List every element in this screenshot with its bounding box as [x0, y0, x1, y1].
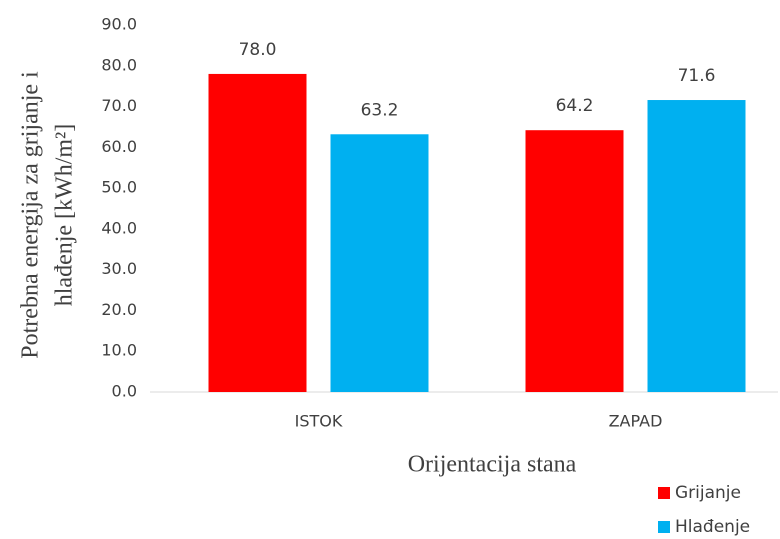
legend-label: Grijanje: [675, 483, 741, 503]
y-label-line: Potrebna energija za grijanje i: [18, 71, 44, 359]
legend-swatch: [658, 521, 670, 533]
y-tick-label: 50.0: [101, 178, 137, 197]
y-tick-label: 20.0: [101, 300, 137, 319]
y-label-line: hlađenje [kWh/m²]: [52, 124, 78, 306]
bar: [647, 100, 746, 392]
y-tick-label: 10.0: [101, 341, 137, 360]
y-tick-label: 90.0: [101, 15, 137, 34]
y-tick-label: 30.0: [101, 259, 137, 278]
legend-swatch: [658, 487, 670, 499]
x-tick-label: ZAPAD: [609, 412, 663, 431]
bar: [208, 73, 307, 392]
x-tick-label: ISTOK: [295, 412, 343, 431]
y-tick-label: 40.0: [101, 218, 137, 237]
y-tick-label: 80.0: [101, 55, 137, 74]
data-label: 63.2: [361, 100, 399, 120]
y-tick-label: 0.0: [112, 382, 137, 401]
data-label: 64.2: [556, 96, 594, 116]
y-tick-label: 60.0: [101, 137, 137, 156]
data-label: 71.6: [678, 66, 716, 86]
legend-label: Hlađenje: [675, 517, 750, 537]
data-label: 78.0: [239, 40, 277, 60]
x-axis-title: Orijentacija stana: [408, 452, 577, 478]
bar: [330, 134, 429, 393]
y-axis-title: Potrebna energija za grijanje i hlađenje…: [18, 71, 78, 359]
bar: [525, 130, 624, 392]
y-tick-label: 70.0: [101, 96, 137, 115]
